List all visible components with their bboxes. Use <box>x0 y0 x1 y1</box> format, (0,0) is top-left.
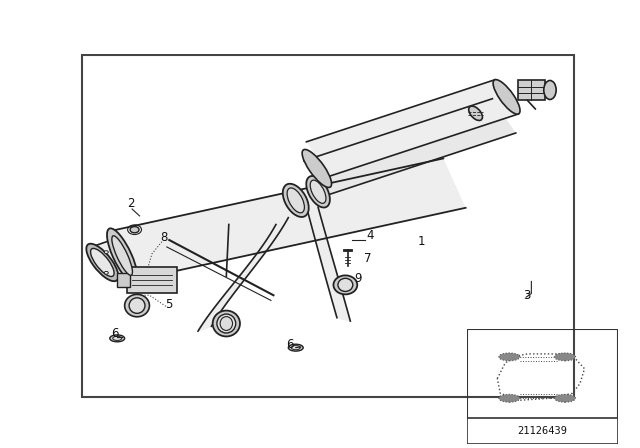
Polygon shape <box>306 204 350 321</box>
Ellipse shape <box>307 176 330 207</box>
Ellipse shape <box>544 81 556 99</box>
Ellipse shape <box>338 278 353 292</box>
Ellipse shape <box>288 344 303 351</box>
Ellipse shape <box>212 310 240 336</box>
Ellipse shape <box>283 184 308 217</box>
FancyBboxPatch shape <box>127 267 177 293</box>
Text: 5: 5 <box>165 298 173 311</box>
Ellipse shape <box>291 345 300 350</box>
Ellipse shape <box>129 298 145 313</box>
Polygon shape <box>111 159 466 280</box>
Text: 7: 7 <box>364 253 372 266</box>
Text: 3: 3 <box>523 289 531 302</box>
FancyBboxPatch shape <box>518 80 545 100</box>
Text: 4: 4 <box>367 229 374 242</box>
Ellipse shape <box>499 353 520 361</box>
Polygon shape <box>304 99 516 195</box>
Ellipse shape <box>554 394 575 402</box>
Ellipse shape <box>493 80 520 114</box>
Ellipse shape <box>468 106 483 121</box>
Polygon shape <box>117 273 129 287</box>
Ellipse shape <box>217 314 236 333</box>
Ellipse shape <box>333 276 357 294</box>
Text: 2: 2 <box>127 197 134 210</box>
Ellipse shape <box>554 353 575 361</box>
Polygon shape <box>198 218 288 331</box>
FancyBboxPatch shape <box>467 418 618 444</box>
Ellipse shape <box>112 236 132 276</box>
Text: 1: 1 <box>417 235 425 248</box>
Ellipse shape <box>104 271 108 274</box>
Text: 6: 6 <box>286 338 293 351</box>
Polygon shape <box>307 80 518 176</box>
Ellipse shape <box>130 227 139 233</box>
Ellipse shape <box>125 294 150 317</box>
Text: 9: 9 <box>355 272 362 285</box>
Ellipse shape <box>113 336 122 340</box>
Ellipse shape <box>310 180 326 203</box>
Ellipse shape <box>499 394 520 402</box>
Ellipse shape <box>107 228 138 283</box>
Ellipse shape <box>104 251 108 254</box>
Text: 6: 6 <box>111 327 118 340</box>
Ellipse shape <box>287 188 305 213</box>
Text: 8: 8 <box>161 231 168 244</box>
Polygon shape <box>92 240 133 278</box>
Ellipse shape <box>302 150 332 187</box>
Text: 21126439: 21126439 <box>517 426 568 436</box>
Ellipse shape <box>110 335 125 342</box>
Ellipse shape <box>220 317 232 331</box>
Ellipse shape <box>86 244 118 281</box>
Ellipse shape <box>91 248 114 276</box>
